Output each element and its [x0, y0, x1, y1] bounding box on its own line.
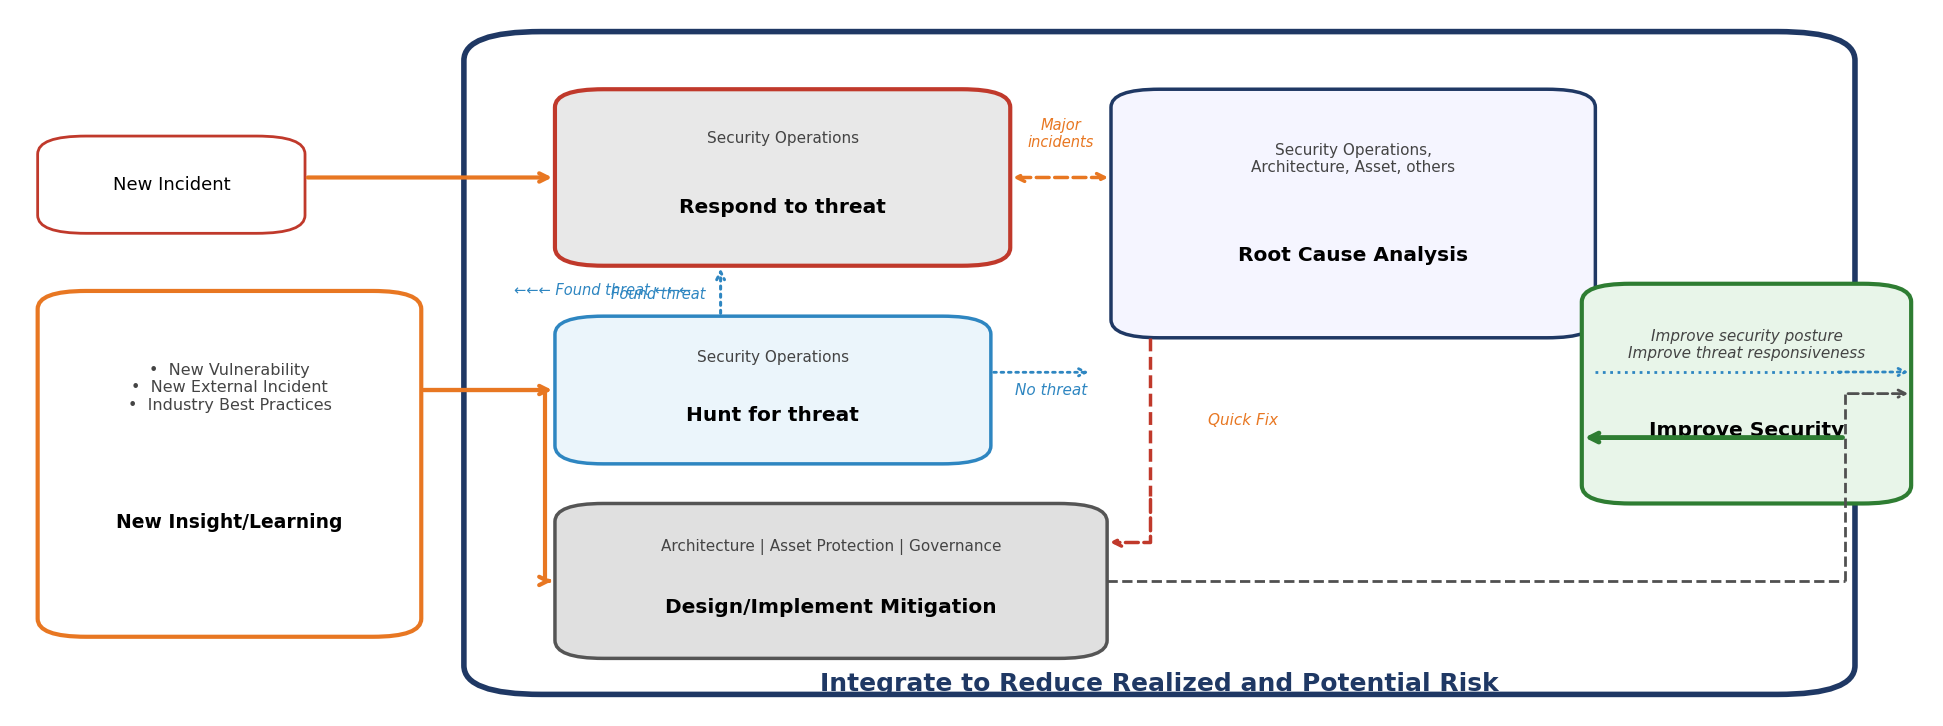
Text: Root Cause Analysis: Root Cause Analysis	[1238, 246, 1469, 265]
Text: Respond to threat: Respond to threat	[680, 198, 886, 217]
Text: Architecture | Asset Protection | Governance: Architecture | Asset Protection | Govern…	[661, 539, 1001, 555]
Text: Major
incidents: Major incidents	[1028, 118, 1094, 150]
Text: Improve security posture
Improve threat responsiveness: Improve security posture Improve threat …	[1628, 329, 1865, 362]
Text: Security Operations,
Architecture, Asset, others: Security Operations, Architecture, Asset…	[1251, 142, 1455, 175]
Text: Quick Fix: Quick Fix	[1209, 413, 1278, 428]
Text: Hunt for threat: Hunt for threat	[686, 406, 859, 425]
Text: Integrate to Reduce Realized and Potential Risk: Integrate to Reduce Realized and Potenti…	[820, 672, 1498, 696]
Text: Found threat: Found threat	[610, 287, 705, 302]
FancyBboxPatch shape	[1582, 284, 1912, 504]
Text: New Incident: New Incident	[113, 176, 229, 194]
FancyBboxPatch shape	[556, 89, 1010, 266]
FancyBboxPatch shape	[37, 136, 305, 233]
Text: No threat: No threat	[1014, 383, 1086, 398]
FancyBboxPatch shape	[556, 316, 991, 464]
Text: Design/Implement Mitigation: Design/Implement Mitigation	[665, 597, 997, 617]
FancyBboxPatch shape	[556, 504, 1108, 658]
FancyBboxPatch shape	[1111, 89, 1595, 338]
FancyBboxPatch shape	[37, 291, 422, 637]
Text: Improve Security: Improve Security	[1650, 422, 1844, 441]
Text: New Insight/Learning: New Insight/Learning	[117, 513, 342, 532]
Text: Security Operations: Security Operations	[698, 350, 849, 365]
Text: ←←← Found threat ←←←: ←←← Found threat ←←←	[515, 283, 692, 298]
Text: Security Operations: Security Operations	[707, 131, 859, 146]
Text: •  New Vulnerability
•  New External Incident
•  Industry Best Practices: • New Vulnerability • New External Incid…	[128, 363, 332, 412]
